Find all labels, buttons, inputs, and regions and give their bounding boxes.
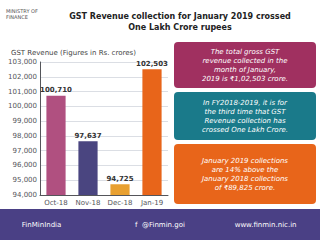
svg-text:One Lakh Crore rupees: One Lakh Crore rupees (128, 23, 232, 32)
svg-text:In FY2018-2019, it is for: In FY2018-2019, it is for (203, 99, 288, 107)
svg-text:94,725: 94,725 (106, 175, 133, 183)
svg-text:95,000: 95,000 (13, 176, 38, 184)
svg-text:Jan-19: Jan-19 (140, 199, 163, 207)
svg-text:revenue collected in the: revenue collected in the (202, 57, 287, 65)
svg-text:102,000: 102,000 (8, 73, 37, 81)
svg-text:103,000: 103,000 (8, 58, 37, 66)
svg-text:102,503: 102,503 (136, 60, 168, 68)
svg-text:Nov-18: Nov-18 (76, 199, 101, 207)
svg-text:Revenue collection has: Revenue collection has (204, 117, 286, 125)
svg-text:MINISTRY OF: MINISTRY OF (6, 8, 38, 14)
svg-text:101,000: 101,000 (8, 88, 37, 96)
svg-text:100,000: 100,000 (8, 102, 37, 110)
svg-text:96,000: 96,000 (13, 161, 38, 169)
svg-text:97,000: 97,000 (13, 147, 38, 155)
svg-text:the third time that GST: the third time that GST (204, 108, 286, 116)
svg-text:FINANCE: FINANCE (6, 14, 28, 20)
svg-text:of ₹89,825 crore.: of ₹89,825 crore. (215, 184, 276, 192)
svg-text:100,710: 100,710 (40, 86, 72, 94)
svg-text:f @Finmin.goi: f @Finmin.goi (135, 221, 185, 229)
svg-text:99,000: 99,000 (13, 117, 38, 125)
svg-text:98,000: 98,000 (13, 132, 38, 140)
svg-text:January 2019 collections: January 2019 collections (200, 157, 288, 165)
svg-text:crossed One Lakh Crore.: crossed One Lakh Crore. (202, 126, 288, 134)
svg-text:GST Revenue collection for Jan: GST Revenue collection for January 2019 … (69, 12, 291, 21)
svg-text:January 2018 collections: January 2018 collections (200, 175, 288, 183)
svg-text:are 14% above the: are 14% above the (212, 166, 279, 174)
svg-text:94,000: 94,000 (13, 191, 38, 199)
svg-text:2019 is ₹1,02,503 crore.: 2019 is ₹1,02,503 crore. (202, 75, 288, 83)
svg-text:The total gross GST: The total gross GST (211, 48, 280, 56)
svg-text:Dec-18: Dec-18 (108, 199, 133, 207)
svg-text:month of January,: month of January, (214, 66, 276, 74)
svg-text:GST Revenue (Figures in Rs. cr: GST Revenue (Figures in Rs. crores) (11, 49, 136, 57)
svg-text:Oct-18: Oct-18 (44, 199, 68, 207)
svg-text:www.finmin.nic.in: www.finmin.nic.in (235, 221, 297, 229)
svg-text:97,637: 97,637 (74, 132, 101, 140)
svg-text:FinMinIndia: FinMinIndia (22, 221, 62, 229)
